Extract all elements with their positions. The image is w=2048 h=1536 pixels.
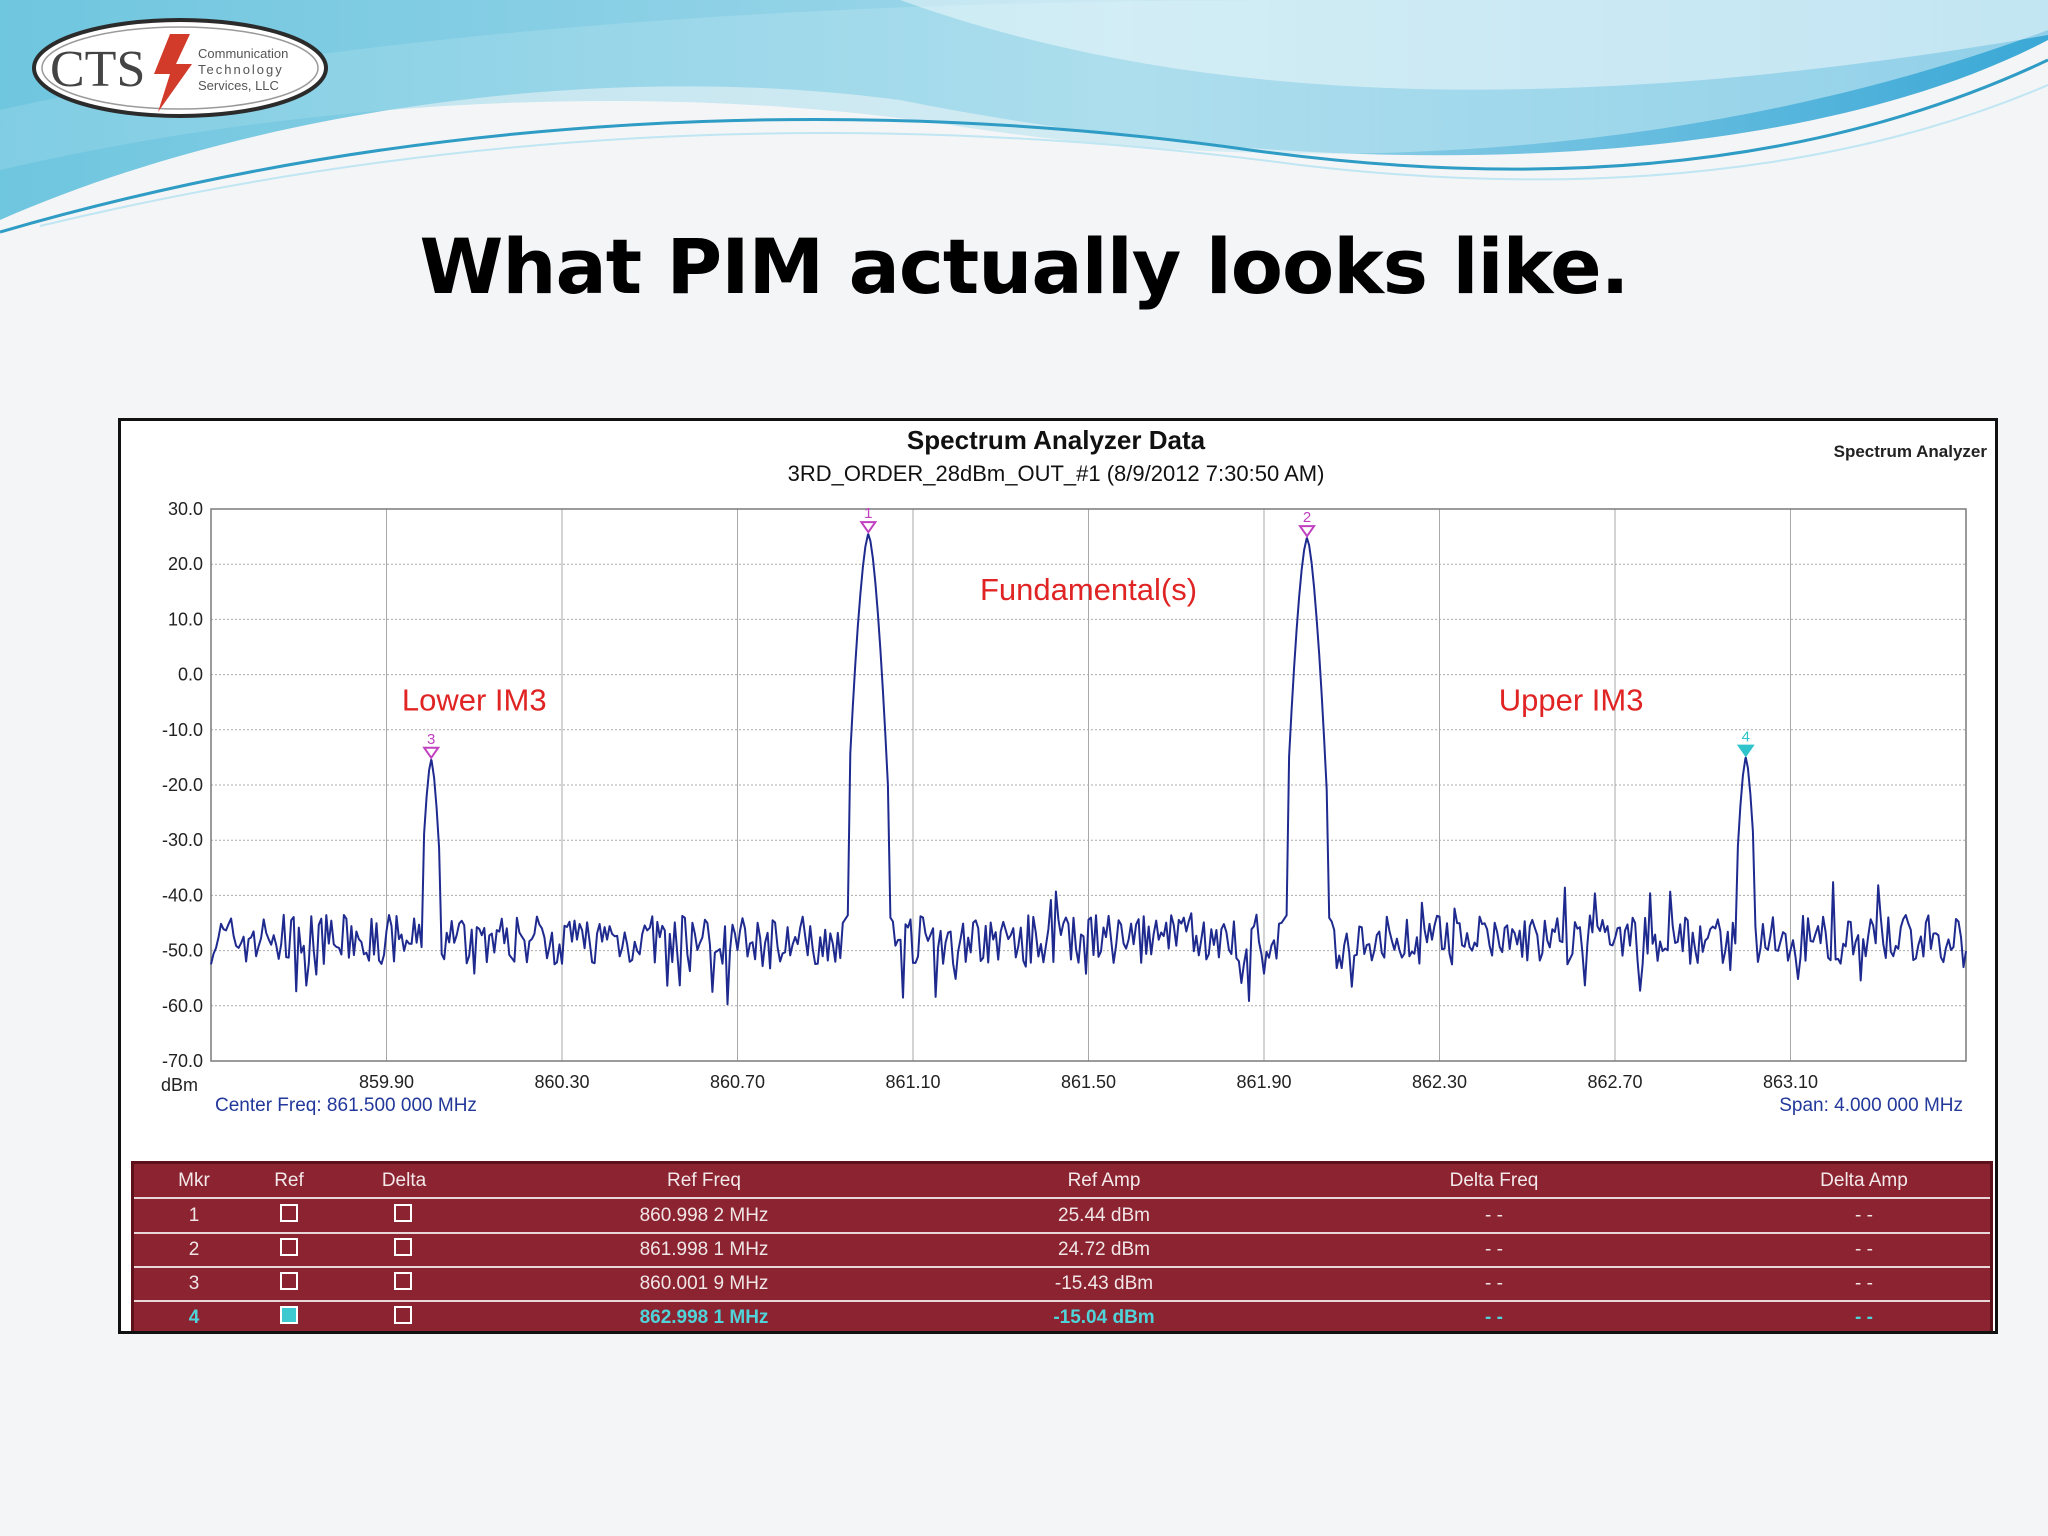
y-tick-label: 20.0 bbox=[168, 554, 203, 574]
center-freq-label: Center Freq: 861.500 000 MHz bbox=[215, 1095, 477, 1116]
logo-line3: Services, LLC bbox=[198, 78, 279, 93]
marker-number: 3 bbox=[188, 1273, 200, 1294]
marker-3-label: 3 bbox=[427, 731, 435, 748]
y-tick-label: -20.0 bbox=[162, 775, 203, 795]
y-tick-label: -10.0 bbox=[162, 720, 203, 740]
ref-checkbox[interactable] bbox=[280, 1306, 298, 1324]
delta-amp-value: - - bbox=[1855, 1205, 1873, 1226]
marker-1-label: 1 bbox=[864, 505, 872, 522]
y-tick-label: -30.0 bbox=[162, 830, 203, 850]
logo-brand: CTS bbox=[50, 41, 145, 98]
slide-title: What PIM actually looks like. bbox=[419, 222, 1630, 311]
delta-checkbox[interactable] bbox=[394, 1306, 412, 1324]
marker-2-triangle bbox=[1298, 525, 1316, 538]
marker-table-row[interactable]: 3 860.001 9 MHz -15.43 dBm - - - - bbox=[134, 1267, 1990, 1302]
header-mkr: Mkr bbox=[178, 1170, 210, 1191]
peak-markers: 1 2 3 4 bbox=[422, 505, 1755, 760]
annotations: Fundamental(s) Lower IM3 Upper IM3 bbox=[402, 572, 1644, 717]
y-tick-label: -70.0 bbox=[162, 1051, 203, 1071]
cts-logo: CTS Communication Technology Services, L… bbox=[32, 18, 328, 118]
ref-checkbox[interactable] bbox=[280, 1238, 298, 1256]
header-ref-amp: Ref Amp bbox=[1067, 1170, 1141, 1191]
marker-number: 4 bbox=[188, 1307, 200, 1328]
ref-freq-value: 862.998 1 MHz bbox=[639, 1307, 769, 1328]
ref-amp-value: 24.72 dBm bbox=[1058, 1239, 1150, 1260]
delta-freq-value: - - bbox=[1485, 1239, 1503, 1260]
span-label: Span: 4.000 000 MHz bbox=[1779, 1095, 1963, 1116]
x-tick-label: 861.10 bbox=[885, 1072, 940, 1092]
marker-4-label: 4 bbox=[1742, 729, 1750, 746]
x-tick-label: 859.90 bbox=[359, 1072, 414, 1092]
header-ref-freq: Ref Freq bbox=[667, 1170, 741, 1191]
x-tick-label: 862.70 bbox=[1587, 1072, 1642, 1092]
ref-amp-value: -15.04 dBm bbox=[1053, 1307, 1155, 1328]
header-delta: Delta bbox=[381, 1170, 427, 1191]
marker-table-row[interactable]: 2 861.998 1 MHz 24.72 dBm - - - - bbox=[134, 1233, 1990, 1268]
delta-amp-value: - - bbox=[1855, 1239, 1873, 1260]
y-tick-label: -40.0 bbox=[162, 885, 203, 905]
x-tick-label: 861.50 bbox=[1061, 1072, 1116, 1092]
ref-checkbox[interactable] bbox=[280, 1204, 298, 1222]
delta-checkbox[interactable] bbox=[394, 1238, 412, 1256]
header-delta-amp: Delta Amp bbox=[1820, 1170, 1908, 1191]
y-tick-label: 0.0 bbox=[178, 665, 203, 685]
marker-2-label: 2 bbox=[1303, 509, 1311, 526]
y-axis-unit: dBm bbox=[161, 1075, 198, 1095]
y-tick-label: 10.0 bbox=[168, 609, 203, 629]
marker-4-triangle bbox=[1736, 744, 1755, 758]
y-tick-label: 30.0 bbox=[168, 499, 203, 519]
ref-amp-value: -15.43 dBm bbox=[1054, 1273, 1154, 1294]
marker-3-triangle bbox=[422, 746, 441, 760]
annotation-lower-im3: Lower IM3 bbox=[402, 682, 547, 717]
delta-amp-value: - - bbox=[1855, 1273, 1873, 1294]
y-tick-label: -50.0 bbox=[162, 941, 203, 961]
spectrum-analyzer-panel: 30.0 20.0 10.0 0.0 -10.0 -20.0 -30.0 -40.0 -50.0… bbox=[118, 418, 1998, 1334]
annotation-upper-im3: Upper IM3 bbox=[1499, 682, 1644, 717]
chart-title: Spectrum Analyzer Data bbox=[907, 425, 1206, 455]
ref-freq-value: 860.998 2 MHz bbox=[639, 1205, 769, 1226]
ref-freq-value: 861.998 1 MHz bbox=[639, 1239, 769, 1260]
header-wave-decoration bbox=[0, 0, 2048, 234]
x-tick-label: 860.70 bbox=[710, 1072, 765, 1092]
y-axis-ticks: 30.0 20.0 10.0 0.0 -10.0 -20.0 -30.0 -40.0 -50.0… bbox=[162, 499, 203, 1071]
x-tick-label: 862.30 bbox=[1412, 1072, 1467, 1092]
y-tick-label: -60.0 bbox=[162, 996, 203, 1016]
x-axis-ticks: 859.90 860.30 860.70 861.10 861.50 861.90 862.… bbox=[359, 1072, 1818, 1092]
plot-area bbox=[210, 508, 1967, 1062]
x-tick-label: 861.90 bbox=[1236, 1072, 1291, 1092]
x-tick-label: 863.10 bbox=[1763, 1072, 1818, 1092]
logo-line1: Communication bbox=[198, 46, 288, 61]
chart-subtitle: 3RD_ORDER_28dBm_OUT_#1 (8/9/2012 7:30:50… bbox=[788, 461, 1325, 486]
spectrum-chart: 30.0 20.0 10.0 0.0 -10.0 -20.0 -30.0 -40.0 -50.0… bbox=[161, 425, 1988, 1116]
marker-table-row[interactable]: 4 862.998 1 MHz -15.04 dBm - - - - bbox=[134, 1301, 1990, 1331]
delta-freq-value: - - bbox=[1485, 1307, 1503, 1328]
marker-table: Mkr Ref Delta Ref Freq Ref Amp Delta Fre… bbox=[131, 1161, 1993, 1331]
delta-freq-value: - - bbox=[1485, 1273, 1503, 1294]
delta-checkbox[interactable] bbox=[394, 1204, 412, 1222]
header-ref: Ref bbox=[274, 1170, 304, 1191]
marker-number: 1 bbox=[188, 1205, 200, 1226]
ref-amp-value: 25.44 dBm bbox=[1058, 1205, 1150, 1226]
ref-checkbox[interactable] bbox=[280, 1272, 298, 1290]
x-tick-label: 860.30 bbox=[534, 1072, 589, 1092]
marker-table-header: Mkr Ref Delta Ref Freq Ref Amp Delta Fre… bbox=[134, 1164, 1990, 1199]
marker-1-triangle bbox=[859, 521, 878, 534]
marker-table-row[interactable]: 1 860.998 2 MHz 25.44 dBm - - - - bbox=[134, 1199, 1990, 1234]
ref-freq-value: 860.001 9 MHz bbox=[639, 1273, 769, 1294]
delta-freq-value: - - bbox=[1485, 1205, 1503, 1226]
delta-amp-value: - - bbox=[1855, 1307, 1873, 1328]
marker-number: 2 bbox=[188, 1239, 200, 1260]
logo-line2: Technology bbox=[198, 62, 284, 77]
spectrum-analyzer-label: Spectrum Analyzer bbox=[1834, 442, 1988, 461]
spectrum-trace bbox=[210, 533, 1967, 1006]
delta-checkbox[interactable] bbox=[394, 1272, 412, 1290]
annotation-fundamental-s: Fundamental(s) bbox=[980, 572, 1197, 607]
header-delta-freq: Delta Freq bbox=[1449, 1170, 1539, 1191]
